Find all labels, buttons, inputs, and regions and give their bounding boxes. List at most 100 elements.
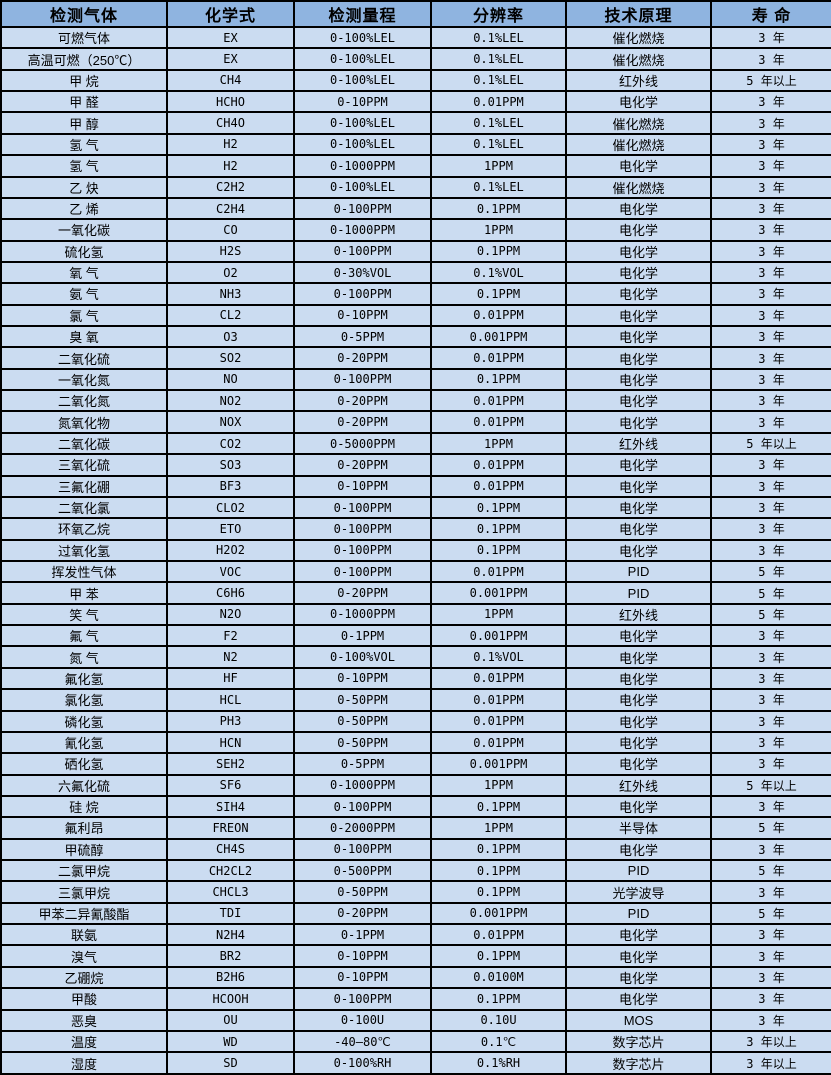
cell-chemical-formula: CO2 xyxy=(166,431,295,456)
cell-detection-range: -40—80℃ xyxy=(293,1029,432,1054)
cell-chemical-formula: NO xyxy=(166,367,295,392)
cell-chemical-formula: NH3 xyxy=(166,282,295,306)
cell-gas-name: 湿度 xyxy=(0,1051,168,1075)
cell-detection-range: 0-100PPM xyxy=(293,538,432,563)
cell-detection-range: 0-2000PPM xyxy=(293,816,432,840)
cell-technology-principle: 半导体 xyxy=(565,816,712,840)
cell-technology-principle: 电化学 xyxy=(565,987,712,1011)
cell-detection-range: 0-20PPM xyxy=(293,581,432,605)
cell-technology-principle: 电化学 xyxy=(565,239,712,263)
cell-lifespan: 3 年 xyxy=(710,410,831,434)
column-header-technology-principle: 技术原理 xyxy=(565,0,712,28)
table-row: 联氨 N2H4 0-1PPM 0.01PPM 电化学 3 年 xyxy=(0,923,831,947)
cell-resolution: 0.1%LEL xyxy=(430,175,567,199)
cell-resolution: 0.01PPM xyxy=(430,389,567,413)
cell-technology-principle: 电化学 xyxy=(565,538,712,563)
table-row: 硒化氢 SEH2 0-5PPM 0.001PPM 电化学 3 年 xyxy=(0,752,831,776)
cell-technology-principle: 电化学 xyxy=(565,709,712,733)
cell-lifespan: 3 年 xyxy=(710,389,831,413)
cell-gas-name: 甲 醇 xyxy=(0,111,168,135)
cell-detection-range: 0-500PPM xyxy=(293,858,432,883)
cell-lifespan: 3 年 xyxy=(710,645,831,669)
table-row: 三氧化硫 SO3 0-20PPM 0.01PPM 电化学 3 年 xyxy=(0,453,831,477)
cell-gas-name: 可燃气体 xyxy=(0,25,168,50)
cell-detection-range: 0-100%LEL xyxy=(293,175,432,199)
cell-detection-range: 0-100PPM xyxy=(293,837,432,862)
cell-lifespan: 3 年 xyxy=(710,325,831,349)
cell-technology-principle: 电化学 xyxy=(565,389,712,413)
cell-resolution: 0.01PPM xyxy=(430,474,567,498)
cell-technology-principle: 红外线 xyxy=(565,68,712,93)
cell-technology-principle: 红外线 xyxy=(565,431,712,456)
cell-detection-range: 0-100PPM xyxy=(293,282,432,306)
cell-chemical-formula: N2H4 xyxy=(166,923,295,947)
cell-lifespan: 3 年 xyxy=(710,25,831,50)
table-row: 甲 醛 HCHO 0-10PPM 0.01PPM 电化学 3 年 xyxy=(0,90,831,114)
cell-gas-name: 挥发性气体 xyxy=(0,559,168,584)
cell-resolution: 1PPM xyxy=(430,154,567,178)
cell-detection-range: 0-20PPM xyxy=(293,346,432,370)
cell-detection-range: 0-10PPM xyxy=(293,303,432,328)
cell-resolution: 0.01PPM xyxy=(430,666,567,691)
cell-chemical-formula: CH4S xyxy=(166,837,295,862)
cell-chemical-formula: SEH2 xyxy=(166,752,295,776)
cell-gas-name: 甲苯二异氰酸酯 xyxy=(0,901,168,926)
cell-technology-principle: 电化学 xyxy=(565,453,712,477)
cell-resolution: 0.1PPM xyxy=(430,987,567,1011)
cell-technology-principle: 电化学 xyxy=(565,474,712,498)
cell-lifespan: 3 年 xyxy=(710,175,831,199)
cell-chemical-formula: OU xyxy=(166,1008,295,1032)
cell-detection-range: 0-10PPM xyxy=(293,944,432,968)
cell-lifespan: 3 年 xyxy=(710,538,831,563)
cell-lifespan: 3 年 xyxy=(710,495,831,520)
column-header-detection-range: 检测量程 xyxy=(293,0,432,28)
cell-chemical-formula: TDI xyxy=(166,901,295,926)
cell-gas-name: 氯化氢 xyxy=(0,688,168,712)
cell-lifespan: 3 年 xyxy=(710,346,831,370)
cell-technology-principle: 电化学 xyxy=(565,196,712,221)
table-row: 甲 醇 CH4O 0-100%LEL 0.1%LEL 催化燃烧 3 年 xyxy=(0,111,831,135)
cell-detection-range: 0-50PPM xyxy=(293,709,432,733)
cell-resolution: 0.10U xyxy=(430,1008,567,1032)
cell-detection-range: 0-1000PPM xyxy=(293,773,432,797)
table-row: 硫化氢 H2S 0-100PPM 0.1PPM 电化学 3 年 xyxy=(0,239,831,263)
cell-lifespan: 3 年 xyxy=(710,688,831,712)
cell-technology-principle: 电化学 xyxy=(565,730,712,755)
table-row: 二氯甲烷 CH2CL2 0-500PPM 0.1PPM PID 5 年 xyxy=(0,858,831,883)
cell-resolution: 1PPM xyxy=(430,218,567,242)
cell-resolution: 0.01PPM xyxy=(430,410,567,434)
cell-resolution: 0.1%VOL xyxy=(430,260,567,285)
cell-chemical-formula: WD xyxy=(166,1029,295,1054)
cell-technology-principle: MOS xyxy=(565,1008,712,1032)
table-row: 氯 气 CL2 0-10PPM 0.01PPM 电化学 3 年 xyxy=(0,303,831,328)
cell-chemical-formula: H2 xyxy=(166,132,295,157)
cell-technology-principle: 电化学 xyxy=(565,410,712,434)
cell-detection-range: 0-1000PPM xyxy=(293,154,432,178)
cell-chemical-formula: N2O xyxy=(166,602,295,627)
table-row: 甲 苯 C6H6 0-20PPM 0.001PPM PID 5 年 xyxy=(0,581,831,605)
cell-technology-principle: 电化学 xyxy=(565,90,712,114)
cell-technology-principle: 催化燃烧 xyxy=(565,47,712,71)
cell-chemical-formula: H2O2 xyxy=(166,538,295,563)
cell-detection-range: 0-100PPM xyxy=(293,495,432,520)
cell-lifespan: 5 年 xyxy=(710,858,831,883)
cell-lifespan: 3 年 xyxy=(710,1008,831,1032)
cell-gas-name: 一氧化碳 xyxy=(0,218,168,242)
cell-gas-name: 氮 气 xyxy=(0,645,168,669)
cell-chemical-formula: PH3 xyxy=(166,709,295,733)
table-row: 三氟化硼 BF3 0-10PPM 0.01PPM 电化学 3 年 xyxy=(0,474,831,498)
cell-lifespan: 3 年 xyxy=(710,218,831,242)
cell-resolution: 0.1PPM xyxy=(430,858,567,883)
cell-resolution: 0.01PPM xyxy=(430,90,567,114)
table-row: 磷化氢 PH3 0-50PPM 0.01PPM 电化学 3 年 xyxy=(0,709,831,733)
cell-resolution: 0.1PPM xyxy=(430,794,567,819)
cell-resolution: 0.1%LEL xyxy=(430,111,567,135)
cell-chemical-formula: CHCL3 xyxy=(166,880,295,904)
cell-detection-range: 0-5000PPM xyxy=(293,431,432,456)
cell-resolution: 0.1PPM xyxy=(430,880,567,904)
cell-chemical-formula: CL2 xyxy=(166,303,295,328)
cell-detection-range: 0-20PPM xyxy=(293,901,432,926)
cell-lifespan: 3 年 xyxy=(710,47,831,71)
table-row: 恶臭 OU 0-100U 0.10U MOS 3 年 xyxy=(0,1008,831,1032)
